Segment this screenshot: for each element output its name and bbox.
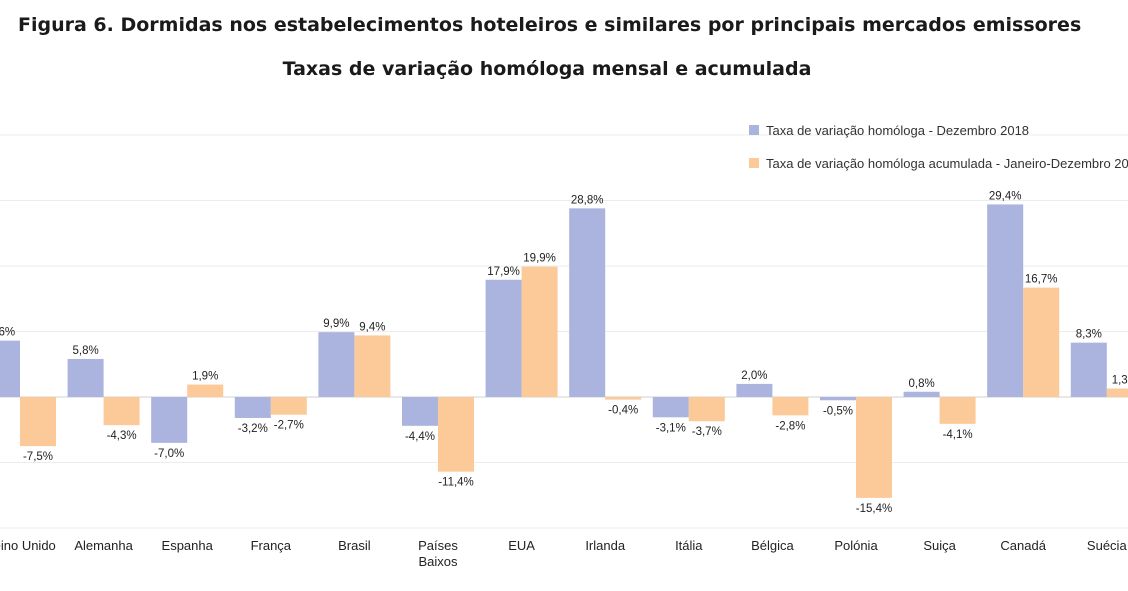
bar — [187, 384, 224, 397]
bar — [652, 397, 689, 418]
category-label: França — [251, 538, 292, 553]
chart-subtitle: Taxas de variação homóloga mensal e acum… — [282, 58, 812, 80]
category-label: Canadá — [1000, 538, 1046, 553]
category-label: Polónia — [834, 538, 878, 553]
data-label: 8,3% — [1076, 329, 1102, 341]
legend-label: Taxa de variação homóloga - Dezembro 201… — [766, 123, 1029, 138]
bar — [820, 397, 856, 401]
data-label: -4,1% — [943, 429, 973, 441]
data-label: 2,0% — [741, 370, 767, 382]
data-label: 29,4% — [989, 190, 1022, 202]
bar — [736, 383, 773, 397]
bar — [20, 397, 56, 447]
bar — [234, 397, 271, 418]
bar — [903, 391, 940, 397]
bar — [354, 335, 391, 397]
category-label: Bélgica — [751, 538, 794, 553]
bar — [67, 359, 104, 397]
data-label: -11,4% — [438, 477, 474, 489]
data-label: -4,3% — [107, 430, 137, 442]
data-label: 16,7% — [1025, 274, 1058, 286]
bar — [772, 397, 809, 416]
bar — [318, 332, 355, 397]
bars — [0, 204, 1128, 498]
data-label: -3,7% — [692, 426, 722, 438]
data-label: -2,8% — [775, 420, 805, 432]
category-label: Irlanda — [585, 538, 626, 553]
category-label: Países — [418, 538, 458, 553]
data-label: -0,4% — [608, 405, 638, 417]
data-label: 19,9% — [523, 253, 556, 265]
category-label: Suécia — [1087, 538, 1128, 553]
bar — [521, 266, 558, 397]
data-label: 9,4% — [359, 321, 385, 333]
legend-swatch — [749, 125, 759, 135]
bar — [1106, 388, 1128, 397]
bar — [856, 397, 892, 498]
data-label: 5,8% — [72, 345, 98, 357]
data-label: -3,1% — [656, 422, 686, 434]
bar — [0, 340, 20, 397]
data-label: -0,5% — [823, 405, 853, 417]
bar — [402, 397, 438, 426]
bar — [688, 397, 725, 422]
bar — [987, 204, 1024, 397]
category-label: Itália — [675, 538, 703, 553]
data-label: -7,0% — [154, 448, 184, 460]
data-label: -4,4% — [405, 431, 435, 443]
data-label: -15,4% — [856, 503, 892, 515]
legend-label: Taxa de variação homóloga acumulada - Ja… — [766, 156, 1128, 171]
bar — [939, 397, 976, 424]
gridlines — [0, 134, 1128, 529]
category-label: Baixos — [418, 554, 458, 569]
bar — [485, 279, 522, 397]
bar — [569, 208, 606, 397]
category-label: Suiça — [923, 538, 956, 553]
bar — [1070, 342, 1107, 397]
category-label: Reino Unido — [0, 538, 56, 553]
data-label: 1,9% — [192, 371, 218, 383]
data-label: -2,7% — [274, 420, 304, 432]
data-label: 28,8% — [571, 194, 604, 206]
data-label: 1,3% — [1112, 374, 1128, 386]
data-label: 8,6% — [0, 327, 15, 339]
legend-swatch — [749, 158, 759, 168]
bar — [270, 397, 307, 415]
category-label: Brasil — [338, 538, 371, 553]
data-label: 9,9% — [323, 318, 349, 330]
data-label: -7,5% — [23, 451, 53, 463]
bar — [438, 397, 474, 472]
bar — [605, 397, 642, 400]
bar — [1023, 287, 1060, 397]
chart-title: Figura 6. Dormidas nos estabelecimentos … — [18, 14, 1082, 36]
data-labels: 8,6% -7,5% 5,8% -4,3% -7,0% 1,9% -3,2% -2,7% 9,9… — [0, 190, 1128, 514]
bar — [103, 397, 140, 426]
bar — [151, 397, 188, 443]
legend: Taxa de variação homóloga - Dezembro 201… — [749, 123, 1128, 171]
data-label: -3,2% — [238, 423, 268, 435]
data-label: 17,9% — [487, 266, 520, 278]
category-label: Espanha — [162, 538, 214, 553]
category-labels: Reino Unido Alemanha Espanha França Brasil Pa… — [0, 538, 1127, 569]
data-label: 0,8% — [908, 378, 934, 390]
category-label: EUA — [508, 538, 535, 553]
category-label: Alemanha — [74, 538, 133, 553]
